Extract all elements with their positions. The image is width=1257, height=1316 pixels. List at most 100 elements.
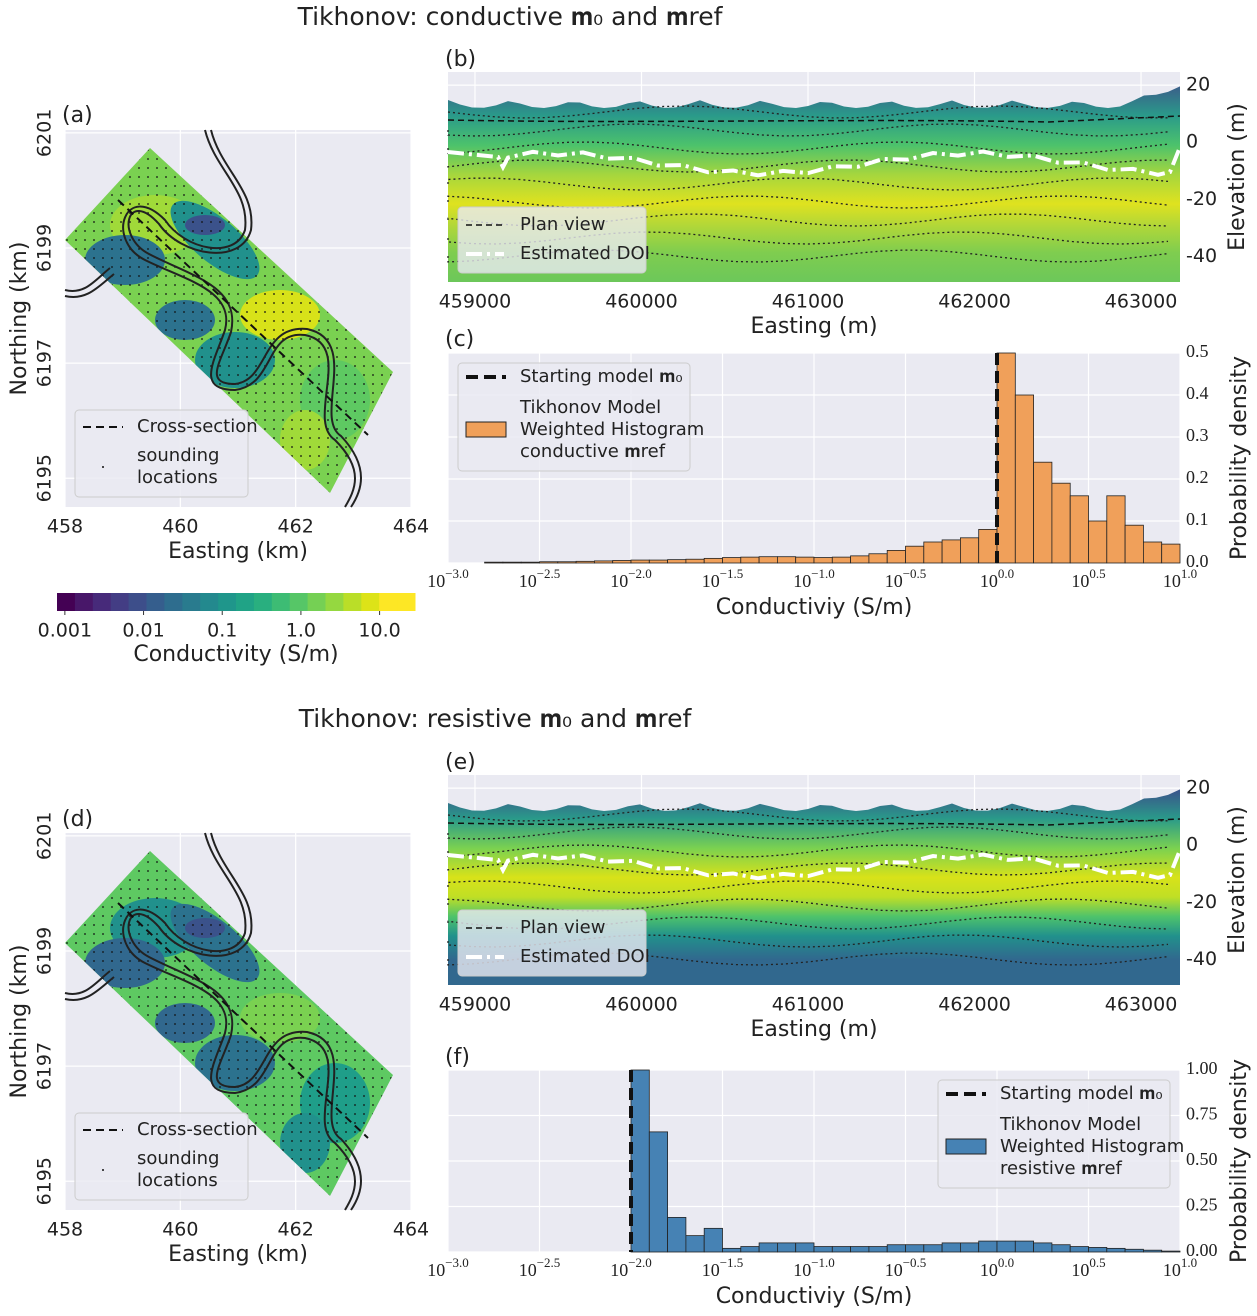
shape: [64, 129, 362, 508]
colorbar-swatch: [200, 593, 219, 611]
x-tick-label: 464: [393, 1219, 429, 1241]
shape: [447, 934, 1169, 948]
colorbar-swatch: [146, 593, 165, 611]
legend-label: Cross-section: [137, 1119, 258, 1140]
y-tick-label: -40: [1186, 245, 1217, 267]
bar: [1143, 541, 1163, 564]
y-tick-label: -40: [1186, 948, 1217, 970]
colorbar-swatch: [289, 593, 309, 611]
x-tick-label: 462: [278, 1219, 314, 1241]
x-tick-label: 100.0: [980, 1255, 1014, 1280]
x-tick-label: 463000: [1105, 291, 1178, 313]
legend-label: Tikhonov Model: [519, 397, 661, 418]
bar: [502, 561, 522, 564]
panel-label: (f): [445, 1045, 470, 1070]
shape: [65, 851, 393, 1196]
x-tick-label: 462: [278, 516, 314, 538]
bar: [1143, 1249, 1163, 1253]
shape: [64, 832, 362, 1211]
colorbar-swatch: [343, 593, 362, 611]
bar: [996, 1240, 1016, 1253]
bar: [831, 556, 851, 564]
colorbar-label: Conductivity (S/m): [133, 642, 338, 667]
colorbar-swatch: [128, 593, 147, 611]
y-tick-label: 6197: [34, 339, 56, 387]
shape: [65, 851, 393, 1196]
y-tick-label: 20: [1186, 777, 1210, 799]
bar: [1088, 520, 1108, 564]
shape: [447, 213, 1169, 227]
y-tick-label: 6197: [34, 1042, 56, 1090]
shape: [447, 141, 1169, 155]
shape: [117, 902, 369, 1139]
y-tick-label: 6199: [34, 927, 56, 975]
shape: [447, 231, 1169, 245]
shape: [447, 826, 1169, 840]
legend-box: [937, 1079, 1171, 1189]
legend-handle: [465, 421, 507, 438]
bar: [886, 1244, 906, 1253]
shape: [127, 129, 362, 508]
shape: [447, 115, 1181, 123]
bar: [1069, 1246, 1089, 1253]
bar: [795, 1242, 815, 1253]
bar: [1033, 461, 1053, 564]
bar: [1069, 495, 1089, 564]
x-tick-label: 459000: [439, 994, 512, 1016]
bar: [1014, 1240, 1034, 1253]
x-tick-label: 458: [47, 516, 83, 538]
bar: [868, 1246, 888, 1253]
legend-box: [74, 1112, 249, 1201]
x-tick-label: 101.0: [1163, 1255, 1197, 1280]
bar: [777, 556, 797, 564]
legend-box: [457, 206, 647, 274]
bar: [886, 550, 906, 564]
colorbar-swatch: [361, 593, 380, 611]
shape: [447, 105, 1169, 119]
legend-label: Plan view: [520, 214, 605, 235]
bar: [758, 1242, 778, 1253]
bar: [722, 557, 742, 564]
y-tick-label: 0.25: [1186, 1195, 1218, 1215]
x-axis-label: Conductiviy (S/m): [716, 1284, 913, 1309]
colorbar-tick-label: 10.0: [358, 620, 400, 642]
colorbar-swatch: [74, 593, 94, 611]
bar: [996, 352, 1016, 564]
y-tick-label: 0.50: [1186, 1149, 1218, 1169]
bar: [960, 1242, 980, 1253]
x-axis-label: Easting (m): [750, 1017, 877, 1042]
colorbar-swatch: [92, 593, 112, 611]
legend-label: locations: [137, 467, 218, 488]
y-tick-label: 0.2: [1186, 467, 1209, 487]
x-tick-label: 458: [47, 1219, 83, 1241]
y-tick-label: 1.00: [1186, 1058, 1218, 1078]
y-tick-label: -20: [1186, 188, 1217, 210]
bar: [575, 560, 595, 564]
shape: [447, 123, 1169, 137]
y-tick-label: 0.00: [1186, 1240, 1218, 1260]
bar: [831, 1246, 851, 1253]
bar: [1106, 1247, 1126, 1253]
legend-label: locations: [137, 1170, 218, 1191]
colorbar-swatch: [271, 593, 291, 611]
y-axis-label: Elevation (m): [1225, 806, 1250, 954]
y-tick-label: 6201: [34, 109, 56, 157]
y-tick-label: 6201: [34, 812, 56, 860]
bar: [923, 541, 943, 564]
colorbar-swatch: [325, 593, 344, 611]
bar: [868, 553, 888, 564]
x-axis-label: Easting (m): [750, 314, 877, 339]
panel-label: (e): [445, 750, 476, 775]
x-tick-label: 100.5: [1071, 566, 1105, 591]
panel-label: (a): [62, 103, 93, 128]
bar: [594, 560, 614, 564]
bar: [905, 1244, 925, 1253]
bar: [667, 559, 687, 564]
legend-handle: [102, 466, 104, 468]
bar: [978, 1240, 998, 1253]
colorbar-tick-label: 0.1: [207, 620, 237, 642]
y-tick-label: 0.3: [1186, 425, 1209, 445]
bar: [905, 545, 925, 564]
x-tick-label: 10−3.0: [427, 1255, 469, 1280]
